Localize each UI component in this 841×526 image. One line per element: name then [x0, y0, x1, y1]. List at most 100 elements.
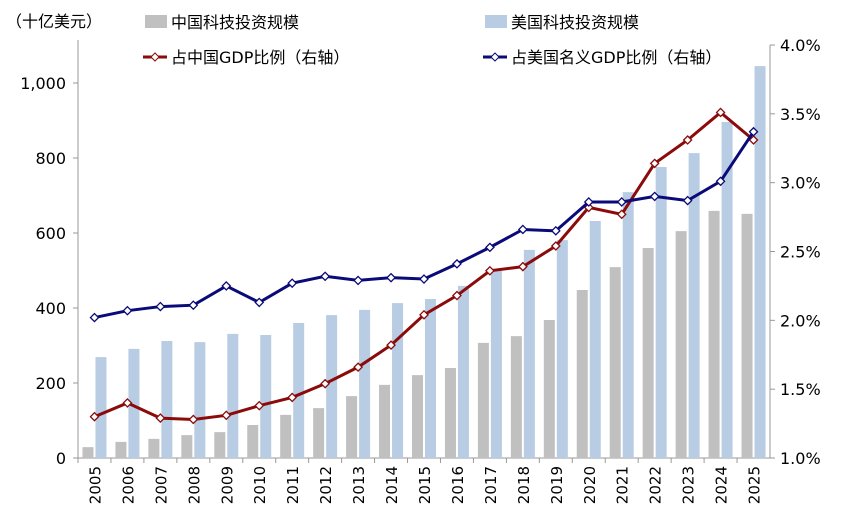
- x-tick-label: 2005: [86, 466, 104, 504]
- data-point-2018: [517, 261, 528, 272]
- legend-marker: [490, 52, 500, 62]
- data-point-2013: [353, 362, 364, 373]
- bar-2012: [313, 408, 325, 458]
- data-point-2021: [616, 209, 627, 220]
- bar-2023: [688, 153, 700, 458]
- data-point-2005: [89, 411, 100, 422]
- bar-2011: [280, 414, 292, 458]
- data-point-2020: [583, 197, 594, 207]
- data-point-2023: [682, 195, 693, 206]
- lines: [89, 107, 759, 425]
- left-tick-label: 600: [35, 224, 66, 243]
- x-tick-label: 2008: [185, 466, 203, 504]
- bar-2014: [379, 384, 391, 458]
- x-tick-label: 2009: [218, 466, 236, 504]
- x-tick-label: 2019: [548, 466, 566, 504]
- data-point-2005: [89, 312, 100, 323]
- bar-2022: [655, 167, 667, 458]
- bar-2024: [721, 122, 733, 458]
- bars: [82, 66, 766, 458]
- left-tick-label: 1,000: [20, 74, 66, 93]
- data-point-2015: [419, 309, 429, 320]
- data-point-2015: [419, 274, 429, 284]
- data-point-2013: [353, 275, 364, 286]
- x-tick-label: 2013: [350, 466, 368, 504]
- data-point-2012: [320, 378, 331, 389]
- bar-2014: [392, 303, 404, 458]
- bar-2019: [556, 240, 568, 458]
- data-point-2006: [122, 305, 133, 316]
- bar-2021: [622, 192, 634, 458]
- data-point-2022: [649, 191, 660, 202]
- x-tick-label: 2021: [614, 466, 632, 504]
- legend-label: 中国科技投资规模: [171, 13, 299, 32]
- data-point-2016: [452, 258, 462, 269]
- data-point-2022: [649, 158, 660, 169]
- data-point-2007: [155, 301, 166, 312]
- x-tick-label: 2022: [647, 466, 665, 504]
- data-point-2012: [320, 271, 331, 282]
- x-tick-label: 2014: [383, 466, 401, 504]
- data-point-2024: [715, 176, 726, 187]
- x-tick-label: 2025: [746, 466, 764, 504]
- legend-label: 占美国名义GDP比例（右轴）: [511, 48, 721, 67]
- data-point-2007: [155, 413, 166, 423]
- bar-2006: [128, 348, 140, 458]
- left-tick-label: 200: [35, 374, 66, 393]
- bar-2010: [247, 425, 259, 458]
- bar-2019: [543, 320, 555, 458]
- x-tick-label: 2011: [284, 466, 302, 504]
- data-point-2010: [254, 297, 265, 308]
- data-point-2008: [188, 414, 199, 425]
- x-tick-label: 2007: [152, 466, 170, 504]
- left-tick-label: 0: [56, 449, 66, 468]
- right-tick-label: 2.0%: [780, 311, 821, 330]
- data-point-2025: [748, 135, 759, 145]
- x-tick-label: 2016: [449, 466, 467, 504]
- x-tick-label: 2012: [317, 466, 335, 504]
- data-point-2019: [550, 241, 561, 251]
- left-tick-label: 400: [35, 299, 66, 318]
- data-point-2024: [715, 107, 726, 118]
- bar-2012: [326, 315, 338, 458]
- bar-2005: [95, 357, 107, 458]
- data-point-2018: [517, 224, 528, 235]
- bar-2007: [161, 341, 173, 458]
- data-point-2009: [221, 280, 232, 291]
- bar-2024: [708, 210, 720, 458]
- bar-2020: [589, 221, 601, 458]
- data-point-2011: [287, 278, 298, 289]
- bar-2016: [444, 368, 456, 458]
- bar-2015: [425, 299, 436, 458]
- bar-2009: [214, 432, 226, 458]
- data-point-2025: [748, 126, 759, 137]
- data-point-2016: [452, 290, 462, 301]
- data-point-2017: [484, 242, 495, 253]
- x-tick-label: 2015: [416, 466, 434, 504]
- bar-2006: [115, 441, 127, 458]
- legend-label: 占中国GDP比例（右轴）: [171, 48, 349, 67]
- data-point-2011: [287, 392, 298, 403]
- x-tick-label: 2018: [515, 466, 533, 504]
- data-point-2017: [484, 265, 495, 276]
- bar-2015: [412, 375, 423, 458]
- x-tick-label: 2024: [713, 466, 731, 504]
- bar-2018: [510, 336, 522, 458]
- bar-2013: [346, 396, 358, 458]
- right-tick-label: 3.5%: [780, 105, 821, 124]
- data-point-2023: [682, 135, 693, 145]
- unit-label: （十亿美元）: [6, 12, 102, 31]
- bar-2017: [490, 270, 502, 458]
- x-tick-label: 2006: [119, 466, 137, 504]
- bar-2008: [181, 435, 193, 458]
- bar-2018: [523, 249, 535, 458]
- x-tick-label: 2010: [251, 466, 269, 504]
- x-tick-label: 2017: [482, 466, 500, 504]
- bar-2016: [457, 285, 469, 458]
- left-tick-label: 800: [35, 149, 66, 168]
- legend-swatch: [485, 15, 507, 28]
- right-tick-label: 2.5%: [780, 243, 821, 262]
- data-point-2014: [386, 340, 396, 351]
- right-tick-label: 4.0%: [780, 36, 821, 55]
